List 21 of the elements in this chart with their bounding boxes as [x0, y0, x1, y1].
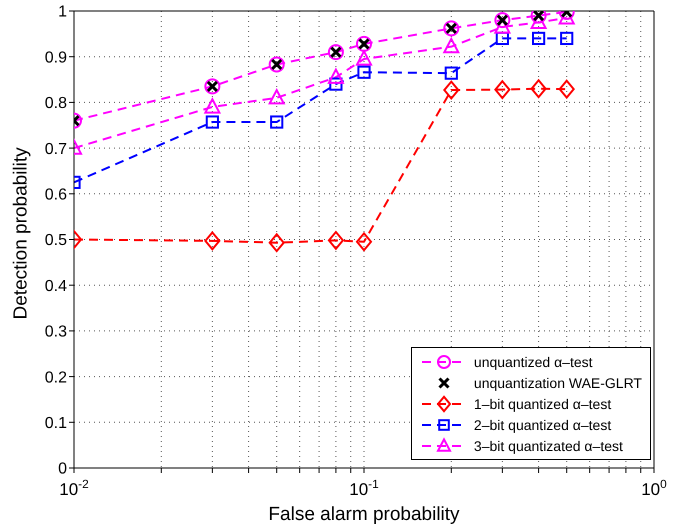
y-tick-label: 0.7 — [44, 140, 68, 158]
y-tick-label: 0.9 — [44, 49, 68, 66]
y-tick-label: 0.4 — [44, 278, 68, 295]
y-tick-label: 0 — [58, 460, 68, 478]
x-tick-label: 10$^{-2}$ — [59, 477, 90, 499]
y-tick-label: 0.8 — [44, 95, 68, 112]
y-tick-label: 0.5 — [44, 232, 68, 250]
legend-label: 3–bit quantizated α–test — [474, 438, 623, 454]
x-tick-label: 10$^{0}$ — [641, 477, 668, 499]
x-axis-title: False alarm probability — [268, 504, 460, 525]
legend-label: unquantized α–test — [474, 354, 593, 370]
x-tick-label: 10$^{-1}$ — [349, 477, 380, 499]
legend-label: 2–bit quantized α–test — [474, 416, 612, 432]
y-axis-title: Detection probability — [10, 146, 32, 320]
legend-label: 1–bit quantized α–test — [474, 396, 612, 412]
y-tick-label: 0.6 — [44, 186, 68, 204]
y-tick-label: 1 — [58, 4, 68, 21]
y-tick-label: 0.3 — [44, 324, 68, 341]
y-tick-label: 0.2 — [44, 369, 68, 386]
legend-label: unquantization WAE-GLRT — [474, 374, 642, 390]
y-tick-label: 0.1 — [44, 414, 68, 432]
